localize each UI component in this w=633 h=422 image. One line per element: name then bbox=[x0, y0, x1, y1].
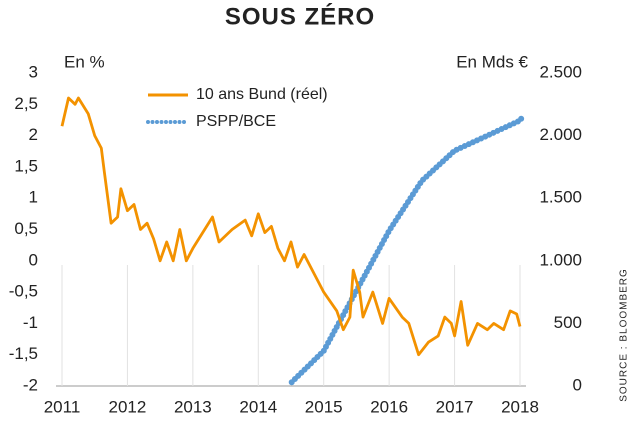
y2-tick-label: 1.000 bbox=[539, 250, 582, 269]
x-tick-label: 2017 bbox=[436, 397, 474, 416]
y2-tick-label: 2.500 bbox=[539, 62, 582, 81]
y-axis-label: En % bbox=[64, 52, 105, 71]
x-tick-label: 2018 bbox=[501, 397, 539, 416]
y-tick-label: 1,5 bbox=[14, 156, 38, 175]
x-tick-label: 2014 bbox=[239, 397, 277, 416]
y-tick-label: 3 bbox=[29, 62, 38, 81]
y-tick-label: 1 bbox=[29, 188, 38, 207]
x-tick-label: 2013 bbox=[174, 397, 212, 416]
y-tick-label: -0,5 bbox=[9, 282, 38, 301]
y-tick-label: -1,5 bbox=[9, 344, 38, 363]
y-tick-label: -1 bbox=[23, 313, 38, 332]
y2-tick-label: 2.000 bbox=[539, 125, 582, 144]
chart-title: SOUS ZÉRO bbox=[225, 2, 375, 30]
y-tick-label: -2 bbox=[23, 375, 38, 394]
y2-tick-label: 0 bbox=[573, 375, 582, 394]
source: SOURCE : BLOOMBERG bbox=[619, 268, 630, 402]
y2-tick-label: 500 bbox=[554, 313, 582, 332]
x-tick-label: 2012 bbox=[109, 397, 147, 416]
x-tick-label: 2016 bbox=[370, 397, 408, 416]
y2-tick-label: 1.500 bbox=[539, 188, 582, 207]
y-tick-label: 2,5 bbox=[14, 94, 38, 113]
legend-label: PSPP/BCE bbox=[196, 113, 276, 130]
y-tick-label: 0 bbox=[29, 250, 38, 269]
series-line bbox=[288, 114, 525, 386]
y2-axis-label: En Mds € bbox=[456, 52, 528, 71]
x-tick-label: 2011 bbox=[44, 397, 81, 416]
y-tick-label: 0,5 bbox=[14, 219, 38, 238]
series-line bbox=[60, 96, 522, 357]
y-tick-label: 2 bbox=[29, 125, 38, 144]
legend-label: 10 ans Bund (réel) bbox=[196, 86, 328, 103]
x-tick-label: 2015 bbox=[305, 397, 343, 416]
